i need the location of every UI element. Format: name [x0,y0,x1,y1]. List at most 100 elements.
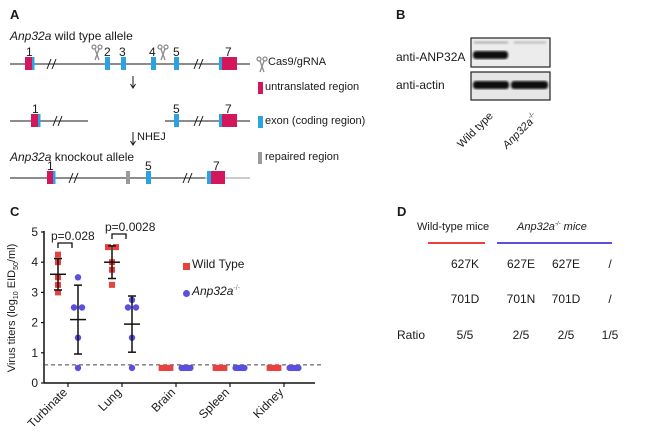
exon-label: 5 [145,159,152,173]
legend-wt-label: Wild Type [192,257,245,271]
legend-utr-label: untranslated region [265,81,360,93]
blot-row-label: anti-actin [396,78,445,92]
p-value-label: p=0.0028 [105,220,156,234]
cut-exon7-utr [222,114,237,127]
blot-row-label: anti-ANP32A [396,50,466,64]
cut-exon7-coding [219,114,222,127]
data-point-wild-type [105,244,111,251]
exon-label: 7 [213,159,220,173]
data-point-wild-type [275,364,282,371]
wt-exon4 [151,57,156,70]
ko-exon7-utr [211,171,225,184]
cut-exon1-utr [31,114,38,127]
wt-group-line [428,242,485,244]
ratio-label: Ratio [397,328,426,342]
exon-swatch [258,116,263,128]
wt-exon1-coding [32,57,35,70]
exon-label: 1 [26,45,33,59]
legend-ko-label: Anp32a-/- [192,284,240,298]
data-point-knockout [124,304,132,311]
wt-allele-title: Anp32a wild type allele [10,29,133,43]
data-point-knockout [74,364,82,372]
break-mark [46,58,57,70]
wt-allele-gene: Anp32a [10,29,52,43]
cut-exon5 [174,114,179,127]
data-point-wild-type [55,289,61,296]
ratio-cell: 1/5 [601,328,619,342]
wt-exon1-utr [25,57,32,70]
data-point-knockout [295,364,302,372]
data-point-knockout [74,274,82,281]
wt-exon3 [121,57,126,70]
y-tick-label: 4 [31,255,38,269]
break-mark [193,115,204,127]
legend-repaired-label: repaired region [265,151,339,163]
exon-label: 4 [149,45,156,59]
wt-exon5 [174,57,179,70]
wt-exon7-utr [222,57,237,70]
cell-627: 627E [506,257,536,271]
ko-exon5 [146,171,151,184]
y-axis-label: Virus titers (log10 EID50/ml) [5,243,21,373]
cell-627: 627E [551,257,581,271]
ko-allele-gene: Anp32a [10,150,52,164]
data-point-wild-type [167,364,174,371]
cell-701: 701D [450,292,480,306]
data-point-wild-type [109,281,115,288]
legend-ko-marker [183,290,190,297]
x-tick-label: Brain [148,385,178,415]
y-tick-label: 2 [31,316,38,330]
break-mark [182,172,193,184]
exon-label: 1 [47,159,54,173]
data-point-knockout [241,364,248,372]
wt-allele-title-rest: wild type allele [51,29,133,43]
data-point-knockout [132,304,140,311]
wt-exon7-coding [219,57,222,70]
exon-label: 5 [173,45,180,59]
cell-701: 701D [551,292,581,306]
ko-exon1-coding [53,171,56,184]
cell-701: 701N [506,292,536,306]
break-mark [193,58,204,70]
exon-label: 3 [119,45,126,59]
ko-allele-title: Anp32a knockout allele [10,150,134,164]
y-tick-label: 5 [31,225,38,239]
x-tick-label: Turbinate [25,385,71,431]
panel-d-letter: D [397,204,407,219]
ratio-cell: 2/5 [557,328,575,342]
ko-group-line [497,242,612,244]
p-value-label: p=0.028 [51,229,95,243]
exon-label: 2 [104,45,111,59]
exon-label: 1 [32,102,39,116]
legend-exon-label: exon (coding region) [265,115,366,127]
ko-allele-title-rest: knockout allele [51,150,135,164]
ko-exon7-coding [207,171,211,184]
exon-label: 7 [225,102,232,116]
exon-label: 5 [173,102,180,116]
ratio-cell: 5/5 [456,328,474,342]
ko-repaired-region [126,171,130,184]
break-mark [52,115,63,127]
header-wt-mice: Wild-type mice [417,221,490,233]
panel-a-letter: A [10,7,20,22]
nhej-label: NHEJ [137,131,166,143]
ratio-cell: 2/5 [512,328,530,342]
wt-exon2 [105,57,110,70]
data-point-wild-type [55,251,61,258]
arrow-down-icon [130,76,136,89]
data-point-knockout [78,304,86,311]
ko-exon1-utr [47,171,53,184]
x-tick-label: Spleen [196,385,232,421]
data-point-knockout [70,304,78,311]
header-ko-mice: Anp32a-/- mice [517,221,587,233]
scissors-icon [256,56,268,73]
utr-swatch [258,82,263,94]
significance-bracket [111,233,127,239]
cell-701: / [608,292,612,306]
y-tick-label: 3 [31,285,38,299]
significance-bracket [57,242,73,248]
cell-627: / [608,257,612,271]
legend-wt-marker [183,263,190,270]
data-point-wild-type [221,364,228,371]
cut-exon1-coding [38,114,41,127]
